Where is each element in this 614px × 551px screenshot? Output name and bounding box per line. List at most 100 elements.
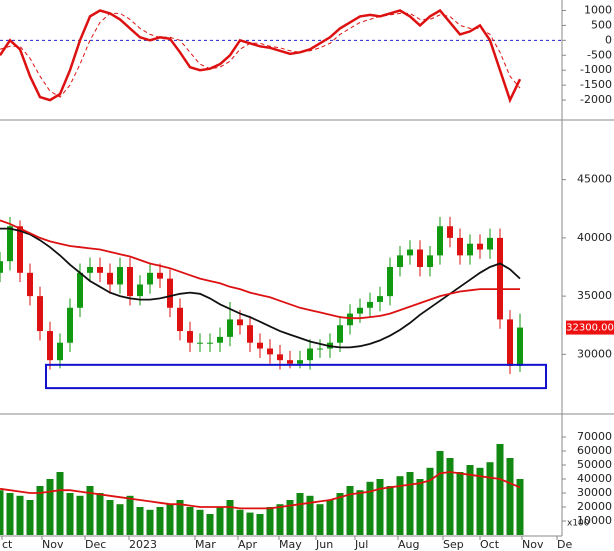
y-tick-label: 500 [591, 18, 612, 31]
volume-bar [106, 500, 114, 535]
line-series [0, 471, 521, 510]
volume-bar [66, 493, 74, 535]
volume-bar [396, 476, 404, 535]
x-tick-label: Sep [443, 538, 464, 551]
volume-bar [386, 486, 394, 535]
volume-bar [76, 495, 84, 535]
last-price-box [566, 320, 614, 335]
volume-bar [26, 500, 34, 535]
candle-body [317, 348, 323, 350]
candle-body [267, 348, 273, 355]
volume-bar [256, 514, 264, 535]
candle-body [107, 272, 113, 285]
candle-body [207, 342, 213, 344]
candle-body [357, 307, 363, 314]
volume-bar [486, 462, 494, 535]
y-tick-label: 1000 [584, 3, 612, 16]
volume-bar [16, 495, 24, 535]
volume-bar [296, 493, 304, 535]
volume-bar [46, 479, 54, 535]
candle-body [397, 255, 403, 267]
candle-body [127, 267, 133, 297]
candle-body [277, 354, 283, 361]
x-tick-label: ct [2, 538, 13, 551]
candle-body [7, 226, 13, 262]
candle-body [187, 331, 193, 343]
volume-bar [116, 504, 124, 535]
volume-bar [406, 472, 414, 535]
candle-body [417, 249, 423, 267]
x-tick-label: Jul [354, 538, 368, 551]
volume-bar [6, 493, 14, 535]
candle-body [407, 249, 413, 256]
candle-body [467, 243, 473, 256]
candle-body [437, 226, 443, 256]
candle-body [157, 272, 163, 279]
y-tick-label: 45000 [577, 173, 612, 186]
candle-body [487, 237, 493, 250]
volume-bar [306, 495, 314, 535]
x-tick-label: De [557, 538, 572, 551]
candle-body [387, 267, 393, 297]
candle-body [287, 360, 293, 364]
volume-bar [466, 465, 474, 535]
candle-body [137, 284, 143, 297]
y-tick-label: -1500 [580, 78, 612, 91]
candle-body [147, 272, 153, 285]
volume-bar [496, 444, 504, 535]
y-tick-label: -1000 [580, 63, 612, 76]
volume-bar [506, 458, 514, 535]
volume-bar [416, 479, 424, 535]
y-tick-label: 40000 [577, 472, 612, 485]
y-tick-label: 70000 [577, 430, 612, 443]
volume-bar [186, 507, 194, 535]
x-tick-label: Nov [522, 538, 544, 551]
y-tick-label: 0 [605, 33, 612, 46]
x-tick-label: 2023 [129, 538, 157, 551]
volume-bar [446, 458, 454, 535]
candle-body [377, 296, 383, 302]
support-zone [45, 363, 547, 390]
last-price-label: 32300.00 [566, 323, 614, 334]
volume-bar [376, 479, 384, 535]
y-tick-label: 50000 [577, 458, 612, 471]
volume-bar [366, 481, 374, 535]
candle-body [87, 267, 93, 273]
volume-bar [126, 495, 134, 535]
volume-bar [456, 472, 464, 535]
candle-body [497, 237, 503, 320]
y-tick-label: 30000 [577, 486, 612, 499]
volume-bar [246, 512, 254, 535]
line-series [0, 12, 521, 98]
volume-bar [326, 500, 334, 535]
volume-bar [286, 500, 294, 535]
candle-body [177, 307, 183, 332]
volume-bar [36, 486, 44, 535]
x-tick-label: Oct [480, 538, 500, 551]
candle-body [167, 278, 173, 308]
y-tick-label: 20000 [577, 500, 612, 513]
y-tick-label: 35000 [577, 289, 612, 302]
candle-body [67, 307, 73, 343]
y-tick-label: -2000 [580, 93, 612, 106]
volume-bar [196, 509, 204, 535]
y-tick-label: 30000 [577, 347, 612, 360]
candle-body [447, 226, 453, 238]
candle-body [367, 301, 373, 308]
x-tick-label: Nov [42, 538, 64, 551]
volume-bar [346, 486, 354, 535]
y-tick-label: 40000 [577, 231, 612, 244]
volume-bar [176, 500, 184, 535]
x-tick-label: Mar [195, 538, 216, 551]
candle-body [197, 342, 203, 344]
volume-bar [426, 467, 434, 535]
volume-bar [436, 451, 444, 535]
candle-body [57, 342, 63, 361]
candle-body [0, 261, 3, 273]
volume-bar [146, 509, 154, 535]
volume-bar [86, 486, 94, 535]
line-series [0, 219, 520, 320]
line-series [0, 8, 522, 104]
candle-body [337, 325, 343, 343]
